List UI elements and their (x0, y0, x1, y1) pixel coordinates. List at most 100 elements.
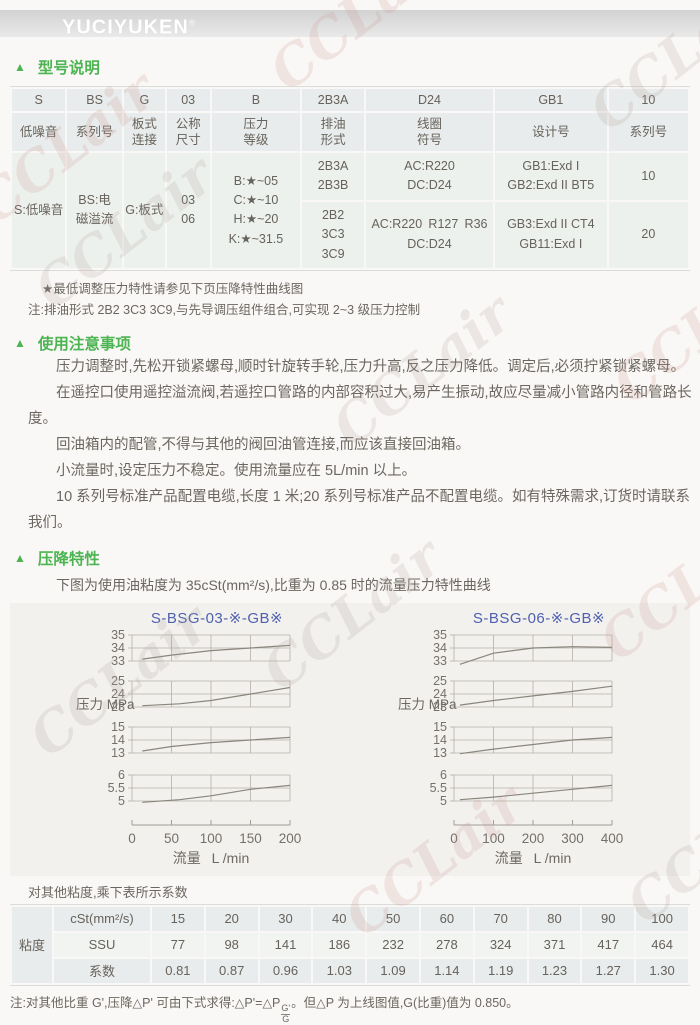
noise-cell: S:低噪音 (12, 153, 66, 268)
svg-text:35: 35 (433, 629, 447, 642)
fraction-denominator: G (281, 1013, 291, 1024)
svg-text:24: 24 (433, 687, 447, 701)
svg-text:5: 5 (118, 794, 125, 808)
series-no-cell: 10 (608, 153, 688, 200)
viscosity-table-wrap: 粘度 cSt(mm²/s) 15 20 30 40 50 60 70 80 90 100 SSU … (10, 903, 690, 986)
brand-bar: YUCIYUKEN® (0, 10, 700, 39)
label-row: 低噪音 系列号 板式 连接 公称 尺寸 压力 等级 排油 形式 线圈 符号 设计… (12, 113, 688, 151)
star-note: ★最低调整压力特性请参见下页压降特性曲线图 (42, 281, 304, 296)
design-cell: GB3:Exd II CT4 GB11:Exd I (495, 201, 607, 268)
usage-paragraph: 回油箱内的配管,不得与其他的阀回油管连接,而应该直接回油箱。 (56, 436, 471, 453)
model-body-row-10: S:低噪音 BS:电 磁溢流 G:板式 03 06 B:★~05 C:★~10 … (12, 153, 688, 268)
series-no-cell: 20 (608, 201, 688, 268)
section-heading-usage: ▲ 使用注意事项 (14, 332, 700, 354)
model-note: 注:排油形式 2B2 3C3 3C9,与先导调压组件组合,可实现 2~3 级压力… (28, 302, 421, 317)
viscosity-value-cell: 1.27 (582, 958, 635, 983)
svg-text:100: 100 (200, 831, 223, 846)
charts-panel: S-BSG-03-※-GB※ 35 34 33 25 24 23 15 14 13 6 5.5 5 0 5… (10, 602, 690, 876)
svg-text:23: 23 (433, 700, 447, 714)
viscosity-value-cell: 1.19 (474, 958, 527, 983)
viscosity-value-cell: 278 (420, 932, 473, 957)
svg-text:流量 L /min: 流量 L /min (495, 850, 572, 866)
connection-cell: G:板式 (123, 153, 165, 268)
viscosity-value-cell: 417 (582, 932, 635, 957)
usage-paragraph: 在遥控口使用遥控溢流阀,若遥控口管路的内部容积过大,易产生振动,故应尽量减小管路… (28, 384, 692, 427)
viscosity-value-cell: 1.23 (528, 958, 581, 983)
viscosity-row-ssu: SSU 77 98 141 186 232 278 324 371 417 464 (12, 932, 688, 957)
svg-text:0: 0 (450, 831, 458, 846)
svg-text:150: 150 (239, 831, 262, 846)
svg-text:5.5: 5.5 (108, 781, 125, 795)
svg-text:200: 200 (522, 831, 545, 846)
chart-title: S-BSG-03-※-GB※ (150, 609, 284, 627)
svg-text:100: 100 (482, 831, 505, 846)
drain-cell: 2B2 3C3 3C9 (302, 201, 364, 268)
svg-text:50: 50 (164, 831, 179, 846)
drain-cell: 2B3A 2B3B (302, 153, 364, 200)
label-cell: 线圈 符号 (365, 113, 493, 151)
chart-plot-area: 35 34 33 25 24 23 15 14 13 6 5.5 5 0 50 100 150 200 流量 L … (74, 628, 326, 874)
svg-text:14: 14 (111, 733, 125, 747)
viscosity-value-cell: 371 (528, 932, 581, 957)
viscosity-value-cell: 1.03 (313, 958, 366, 983)
viscosity-value-cell: 80 (528, 906, 581, 931)
viscosity-value-cell: 1.30 (636, 958, 688, 983)
section-title: 使用注意事项 (37, 335, 131, 353)
svg-text:5.5: 5.5 (430, 781, 447, 795)
svg-text:35: 35 (111, 629, 125, 642)
svg-text:24: 24 (111, 687, 125, 701)
svg-text:0: 0 (128, 831, 136, 846)
viscosity-value-cell: 40 (313, 906, 366, 931)
code-cell: 10 (608, 89, 688, 111)
svg-text:15: 15 (111, 720, 125, 734)
viscosity-value-cell: 98 (205, 932, 258, 957)
gravity-note: 注:对其他比重 G',压降△P' 可由下式求得:△P'=△P G' G 。但△P 为上… (10, 992, 700, 1025)
series-name-cell: BS:电 磁溢流 (67, 153, 122, 268)
viscosity-value-cell: 20 (205, 906, 258, 931)
svg-text:33: 33 (433, 654, 447, 668)
svg-text:33: 33 (111, 654, 125, 668)
design-cell: GB1:Exd I GB2:Exd II BT5 (495, 153, 607, 200)
chart-bsg06: S-BSG-06-※-GB※ 35 34 33 25 24 23 15 14 13 6 5.5 5 0 1… (396, 609, 648, 874)
svg-text:14: 14 (433, 733, 447, 747)
usage-paragraph: 10 系列号标准产品配置电缆,长度 1 米;20 系列号标准产品不配置电缆。如有… (28, 488, 691, 531)
svg-text:25: 25 (433, 674, 447, 688)
code-cell: G (123, 89, 165, 111)
viscosity-value-cell: 90 (582, 906, 635, 931)
svg-text:15: 15 (433, 720, 447, 734)
svg-text:200: 200 (279, 831, 302, 846)
chart-bsg03: S-BSG-03-※-GB※ 35 34 33 25 24 23 15 14 13 6 5.5 5 0 5… (74, 609, 326, 874)
label-cell: 公称 尺寸 (166, 113, 210, 151)
svg-text:13: 13 (111, 746, 125, 760)
fraction: G' G (281, 1002, 291, 1025)
code-cell: B (211, 89, 301, 111)
svg-text:13: 13 (433, 746, 447, 760)
viscosity-row-cst: 粘度 cSt(mm²/s) 15 20 30 40 50 60 70 80 90 100 (12, 906, 688, 983)
section-heading-model: ▲ 型号说明 (14, 56, 700, 78)
code-cell: S (12, 89, 66, 111)
code-row: S BS G 03 B 2B3A D24 GB1 10 (12, 89, 688, 111)
viscosity-value-cell: 1.14 (420, 958, 473, 983)
viscosity-value-cell: 0.87 (205, 958, 258, 983)
viscosity-value-cell: 1.09 (367, 958, 419, 983)
model-code-table: S BS G 03 B 2B3A D24 GB1 10 低噪音 系列号 板式 连… (10, 87, 690, 270)
label-cell: 板式 连接 (123, 113, 165, 151)
usage-paragraph: 压力调整时,先松开锁紧螺母,顺时针旋转手轮,压力升高,反之压力降低。调定后,必须… (56, 358, 686, 375)
svg-text:6: 6 (440, 768, 447, 782)
fraction-numerator: G' (281, 1002, 291, 1013)
viscosity-value-cell: 100 (636, 906, 688, 931)
pressure-drop-subtitle: 下图为使用油粘度为 35cSt(mm²/s),比重为 0.85 时的流量压力特性… (56, 576, 491, 593)
section-title: 型号说明 (37, 60, 100, 77)
section-heading-pressure-drop: ▲ 压降特性 (14, 547, 700, 569)
viscosity-row-label: 系数 (54, 958, 150, 983)
registered-mark: ® (188, 18, 197, 28)
viscosity-value-cell: 186 (313, 932, 366, 957)
svg-text:23: 23 (111, 700, 125, 714)
viscosity-value-cell: 324 (474, 932, 527, 957)
label-cell: 排油 形式 (302, 113, 364, 151)
svg-text:压力 MPa: 压力 MPa (398, 697, 457, 712)
model-code-table-wrap: S BS G 03 B 2B3A D24 GB1 10 低噪音 系列号 板式 连… (10, 86, 690, 271)
label-cell: 系列号 (608, 113, 688, 151)
